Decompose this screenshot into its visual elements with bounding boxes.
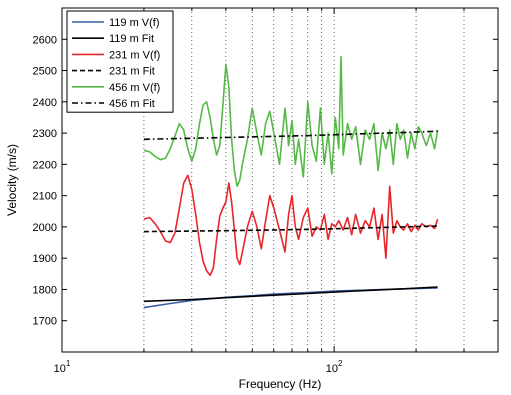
series-line-5: [143, 130, 438, 141]
legend-box: [66, 10, 174, 113]
plot-area-frame: [61, 7, 499, 353]
legend-label: 119 m V(f): [109, 17, 160, 29]
x-tick-label: 101: [54, 359, 71, 375]
x-axis-label: Frequency (Hz): [239, 377, 322, 391]
legend: 119 m V(f) 119 m Fit 231 m V(f) 231 m Fit 45…: [66, 10, 174, 113]
x-tick-base: 10: [326, 363, 338, 375]
legend-label: 231 m Fit: [109, 66, 155, 78]
y-axis-label: Velocity (m/s): [5, 144, 19, 216]
x-tick-exponent: 1: [66, 359, 71, 368]
y-tick-label: 2500: [33, 66, 57, 78]
series-line-2: [143, 174, 439, 277]
y-tick-label: 2300: [33, 128, 57, 140]
legend-label: 456 m Fit: [109, 98, 155, 110]
axes: 1700 1800 1900 2000 2100 2200 2300 2400 2500 2600…: [33, 8, 499, 375]
series-line-3: [143, 225, 438, 233]
series-line-0: [143, 287, 438, 309]
y-tick-label: 2100: [33, 191, 57, 203]
legend-label: 231 m V(f): [109, 49, 160, 61]
legend-label: 119 m Fit: [109, 33, 154, 45]
x-tick-label: 102: [326, 359, 343, 375]
y-tick-label: 1800: [33, 284, 57, 296]
series-lines: [143, 55, 439, 309]
y-tick-label: 2600: [33, 34, 57, 46]
x-tick-base: 10: [54, 363, 66, 375]
y-tick-label: 1900: [33, 253, 57, 265]
y-tick-label: 2200: [33, 159, 57, 171]
x-tick-exponent: 2: [338, 359, 343, 368]
y-tick-label: 2400: [33, 97, 57, 109]
y-tick-label: 2000: [33, 222, 57, 234]
series-line-4: [143, 55, 439, 188]
series-line-1: [143, 286, 438, 303]
y-tick-label: 1700: [33, 316, 57, 328]
legend-label: 456 m V(f): [109, 82, 160, 94]
